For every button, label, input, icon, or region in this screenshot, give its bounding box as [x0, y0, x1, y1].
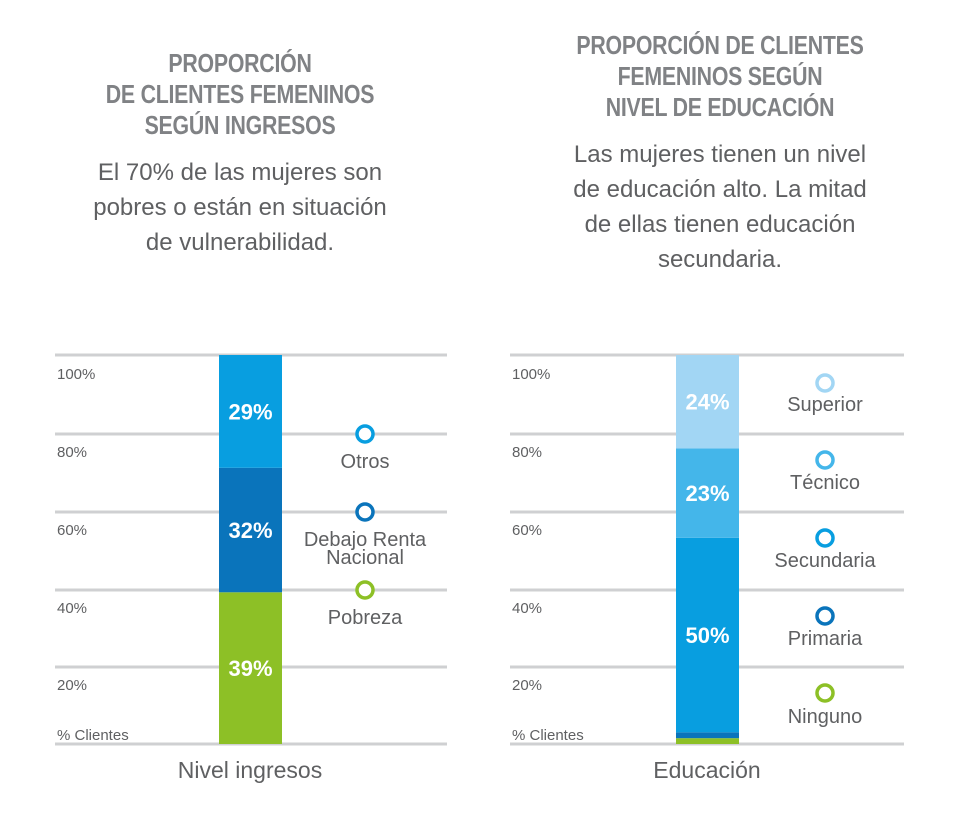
bar-segment	[219, 467, 282, 593]
chart-subtitle: El 70% de las mujeres son pobres o están…	[40, 155, 440, 260]
x-axis-label: Educación	[653, 757, 760, 783]
y-tick-label: 100%	[57, 366, 95, 383]
legend-marker-icon	[815, 528, 835, 548]
x-axis-label: Nivel ingresos	[178, 757, 322, 783]
education-panel: PROPORCIÓN DE CLIENTES FEMENINOS SEGÚN N…	[480, 0, 960, 815]
legend-marker-icon	[355, 502, 375, 522]
title-line: SEGÚN INGRESOS	[144, 110, 336, 140]
y-tick-label: 40%	[512, 600, 542, 617]
y-tick-label: 40%	[57, 600, 87, 617]
subtitle-line: secundaria.	[657, 246, 783, 273]
bar-segment	[676, 448, 739, 538]
education-stacked-bar-chart: 100% 80% 60% 40% 20% % Clientes 50% 23% 24% Super…	[510, 353, 904, 783]
y-tick-label: 60%	[512, 522, 542, 539]
y-tick-label: 100%	[512, 366, 550, 383]
subtitle-line: de educación alto. La mitad	[573, 176, 867, 203]
title-line: PROPORCIÓN DE CLIENTES	[576, 30, 864, 60]
subtitle-line: pobres o están en situación	[93, 194, 387, 221]
legend-label: Técnico	[790, 472, 860, 494]
legend-label: Nacional	[326, 547, 404, 569]
y-tick-label: 60%	[57, 522, 87, 539]
legend-label: Pobreza	[328, 607, 403, 629]
bar-data-label: 29%	[228, 399, 272, 424]
legend-marker-icon	[815, 606, 835, 626]
bar-segment	[676, 732, 739, 739]
y-axis-label: % Clientes	[57, 727, 129, 744]
y-tick-label: 20%	[512, 677, 542, 694]
legend-label: Ninguno	[788, 706, 863, 728]
legend-label: Secundaria	[774, 550, 876, 572]
subtitle-line: Las mujeres tienen un nivel	[573, 141, 867, 168]
bar-segment	[676, 355, 739, 449]
legend-label: Otros	[341, 451, 390, 473]
title-line: PROPORCIÓN	[168, 48, 312, 78]
bar-segment	[219, 355, 282, 468]
legend-marker-icon	[815, 683, 835, 703]
legend-marker-icon	[815, 450, 835, 470]
bar-data-label: 50%	[685, 623, 729, 648]
bar-data-label: 23%	[685, 481, 729, 506]
y-tick-label: 20%	[57, 677, 87, 694]
bar-data-label: 39%	[228, 656, 272, 681]
income-stacked-bar-chart: 100% 80% 60% 40% 20% % Clientes 39% 32% 29% Otros…	[55, 353, 447, 783]
legend-marker-icon	[355, 580, 375, 600]
legend-label: Primaria	[788, 628, 863, 650]
chart-subtitle: Las mujeres tienen un nivel de educación…	[480, 137, 960, 277]
legend-marker-icon	[355, 424, 375, 444]
legend-label: Debajo Renta	[304, 529, 427, 551]
subtitle-line: de vulnerabilidad.	[145, 229, 335, 256]
y-axis-label: % Clientes	[512, 727, 584, 744]
bar-segment	[676, 738, 739, 744]
y-tick-label: 80%	[512, 444, 542, 461]
chart-title: PROPORCIÓN DE CLIENTES FEMENINOS SEGÚN I…	[76, 48, 404, 141]
legend-marker-icon	[815, 373, 835, 393]
subtitle-line: de ellas tienen educación	[584, 211, 856, 238]
chart-title: PROPORCIÓN DE CLIENTES FEMENINOS SEGÚN N…	[523, 30, 917, 123]
y-tick-label: 80%	[57, 444, 87, 461]
subtitle-line: El 70% de las mujeres son	[97, 159, 383, 186]
legend-label: Superior	[787, 394, 863, 416]
bar-segment	[676, 537, 739, 733]
title-line: NIVEL DE EDUCACIÓN	[605, 92, 835, 122]
bar-segment	[219, 592, 282, 744]
bar-data-label: 24%	[685, 390, 729, 415]
title-line: FEMENINOS SEGÚN	[617, 61, 823, 91]
bar-data-label: 32%	[228, 518, 272, 543]
title-line: DE CLIENTES FEMENINOS	[105, 79, 375, 109]
income-panel: PROPORCIÓN DE CLIENTES FEMENINOS SEGÚN I…	[40, 48, 447, 783]
